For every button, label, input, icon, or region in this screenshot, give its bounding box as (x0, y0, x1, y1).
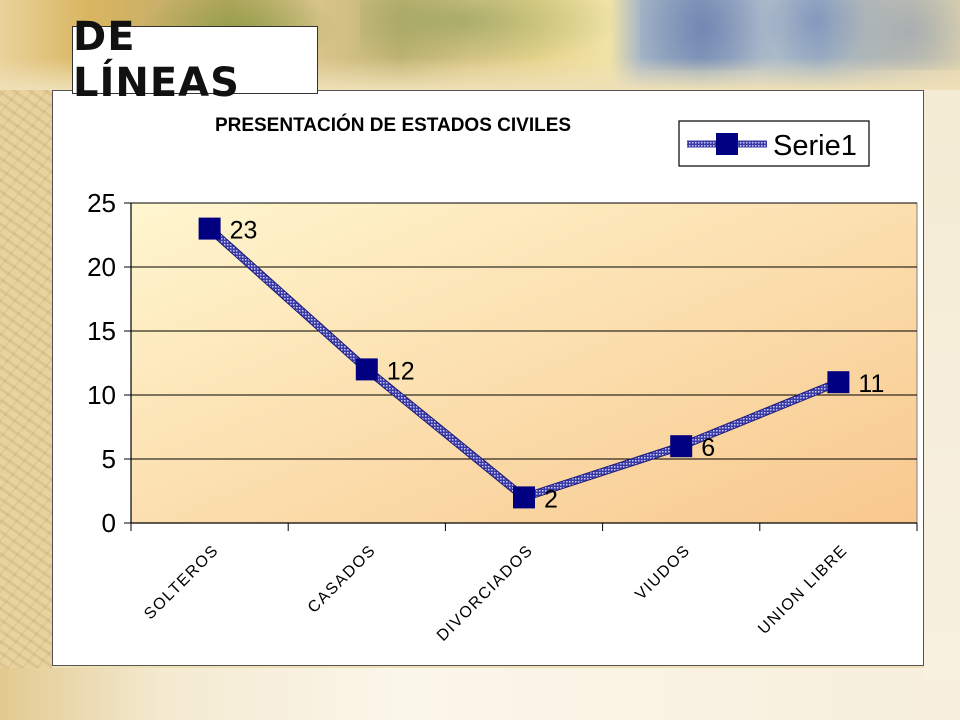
y-tick-label: 25 (87, 188, 116, 218)
y-tick-label: 20 (87, 252, 116, 282)
data-label: 12 (387, 357, 415, 385)
plot-area: 0 5 10 15 20 25 SOLTEROS CASADOS DIVORCIADOS VIUD… (87, 188, 918, 645)
data-label: 11 (858, 370, 884, 398)
data-point-marker (198, 217, 221, 240)
data-label: 6 (701, 434, 715, 462)
data-label: 23 (230, 217, 258, 245)
legend: Serie1 (678, 120, 870, 167)
y-tick-label: 0 (102, 508, 116, 538)
y-tick-label: 5 (102, 444, 116, 474)
y-tick-label: 15 (87, 316, 116, 346)
legend-label: Serie1 (773, 130, 857, 162)
chart-frame: PRESENTACIÓN DE ESTADOS CIVILES Serie1 0… (52, 90, 924, 666)
data-point-marker (827, 371, 850, 394)
data-label: 2 (544, 485, 558, 513)
data-point-marker (670, 435, 693, 458)
slide-title: DE LÍNEAS (72, 14, 318, 106)
legend-marker (716, 133, 738, 155)
data-point-marker (355, 358, 378, 381)
x-tick-label: DIVORCIADOS (434, 542, 537, 645)
background-texture-left (0, 0, 52, 720)
background-texture-bottom (0, 668, 960, 720)
line-chart: PRESENTACIÓN DE ESTADOS CIVILES Serie1 0… (87, 114, 918, 645)
x-tick-label: SOLTEROS (141, 542, 222, 623)
data-point-marker (513, 486, 535, 509)
y-tick-label: 10 (87, 380, 116, 410)
x-tick-label: UNION LIBRE (755, 542, 851, 638)
background-texture-right (924, 80, 960, 680)
plot-background (130, 202, 918, 524)
x-tick-label: CASADOS (305, 542, 380, 617)
x-tick-label: VIUDOS (632, 542, 694, 604)
chart-title: PRESENTACIÓN DE ESTADOS CIVILES (215, 114, 571, 136)
